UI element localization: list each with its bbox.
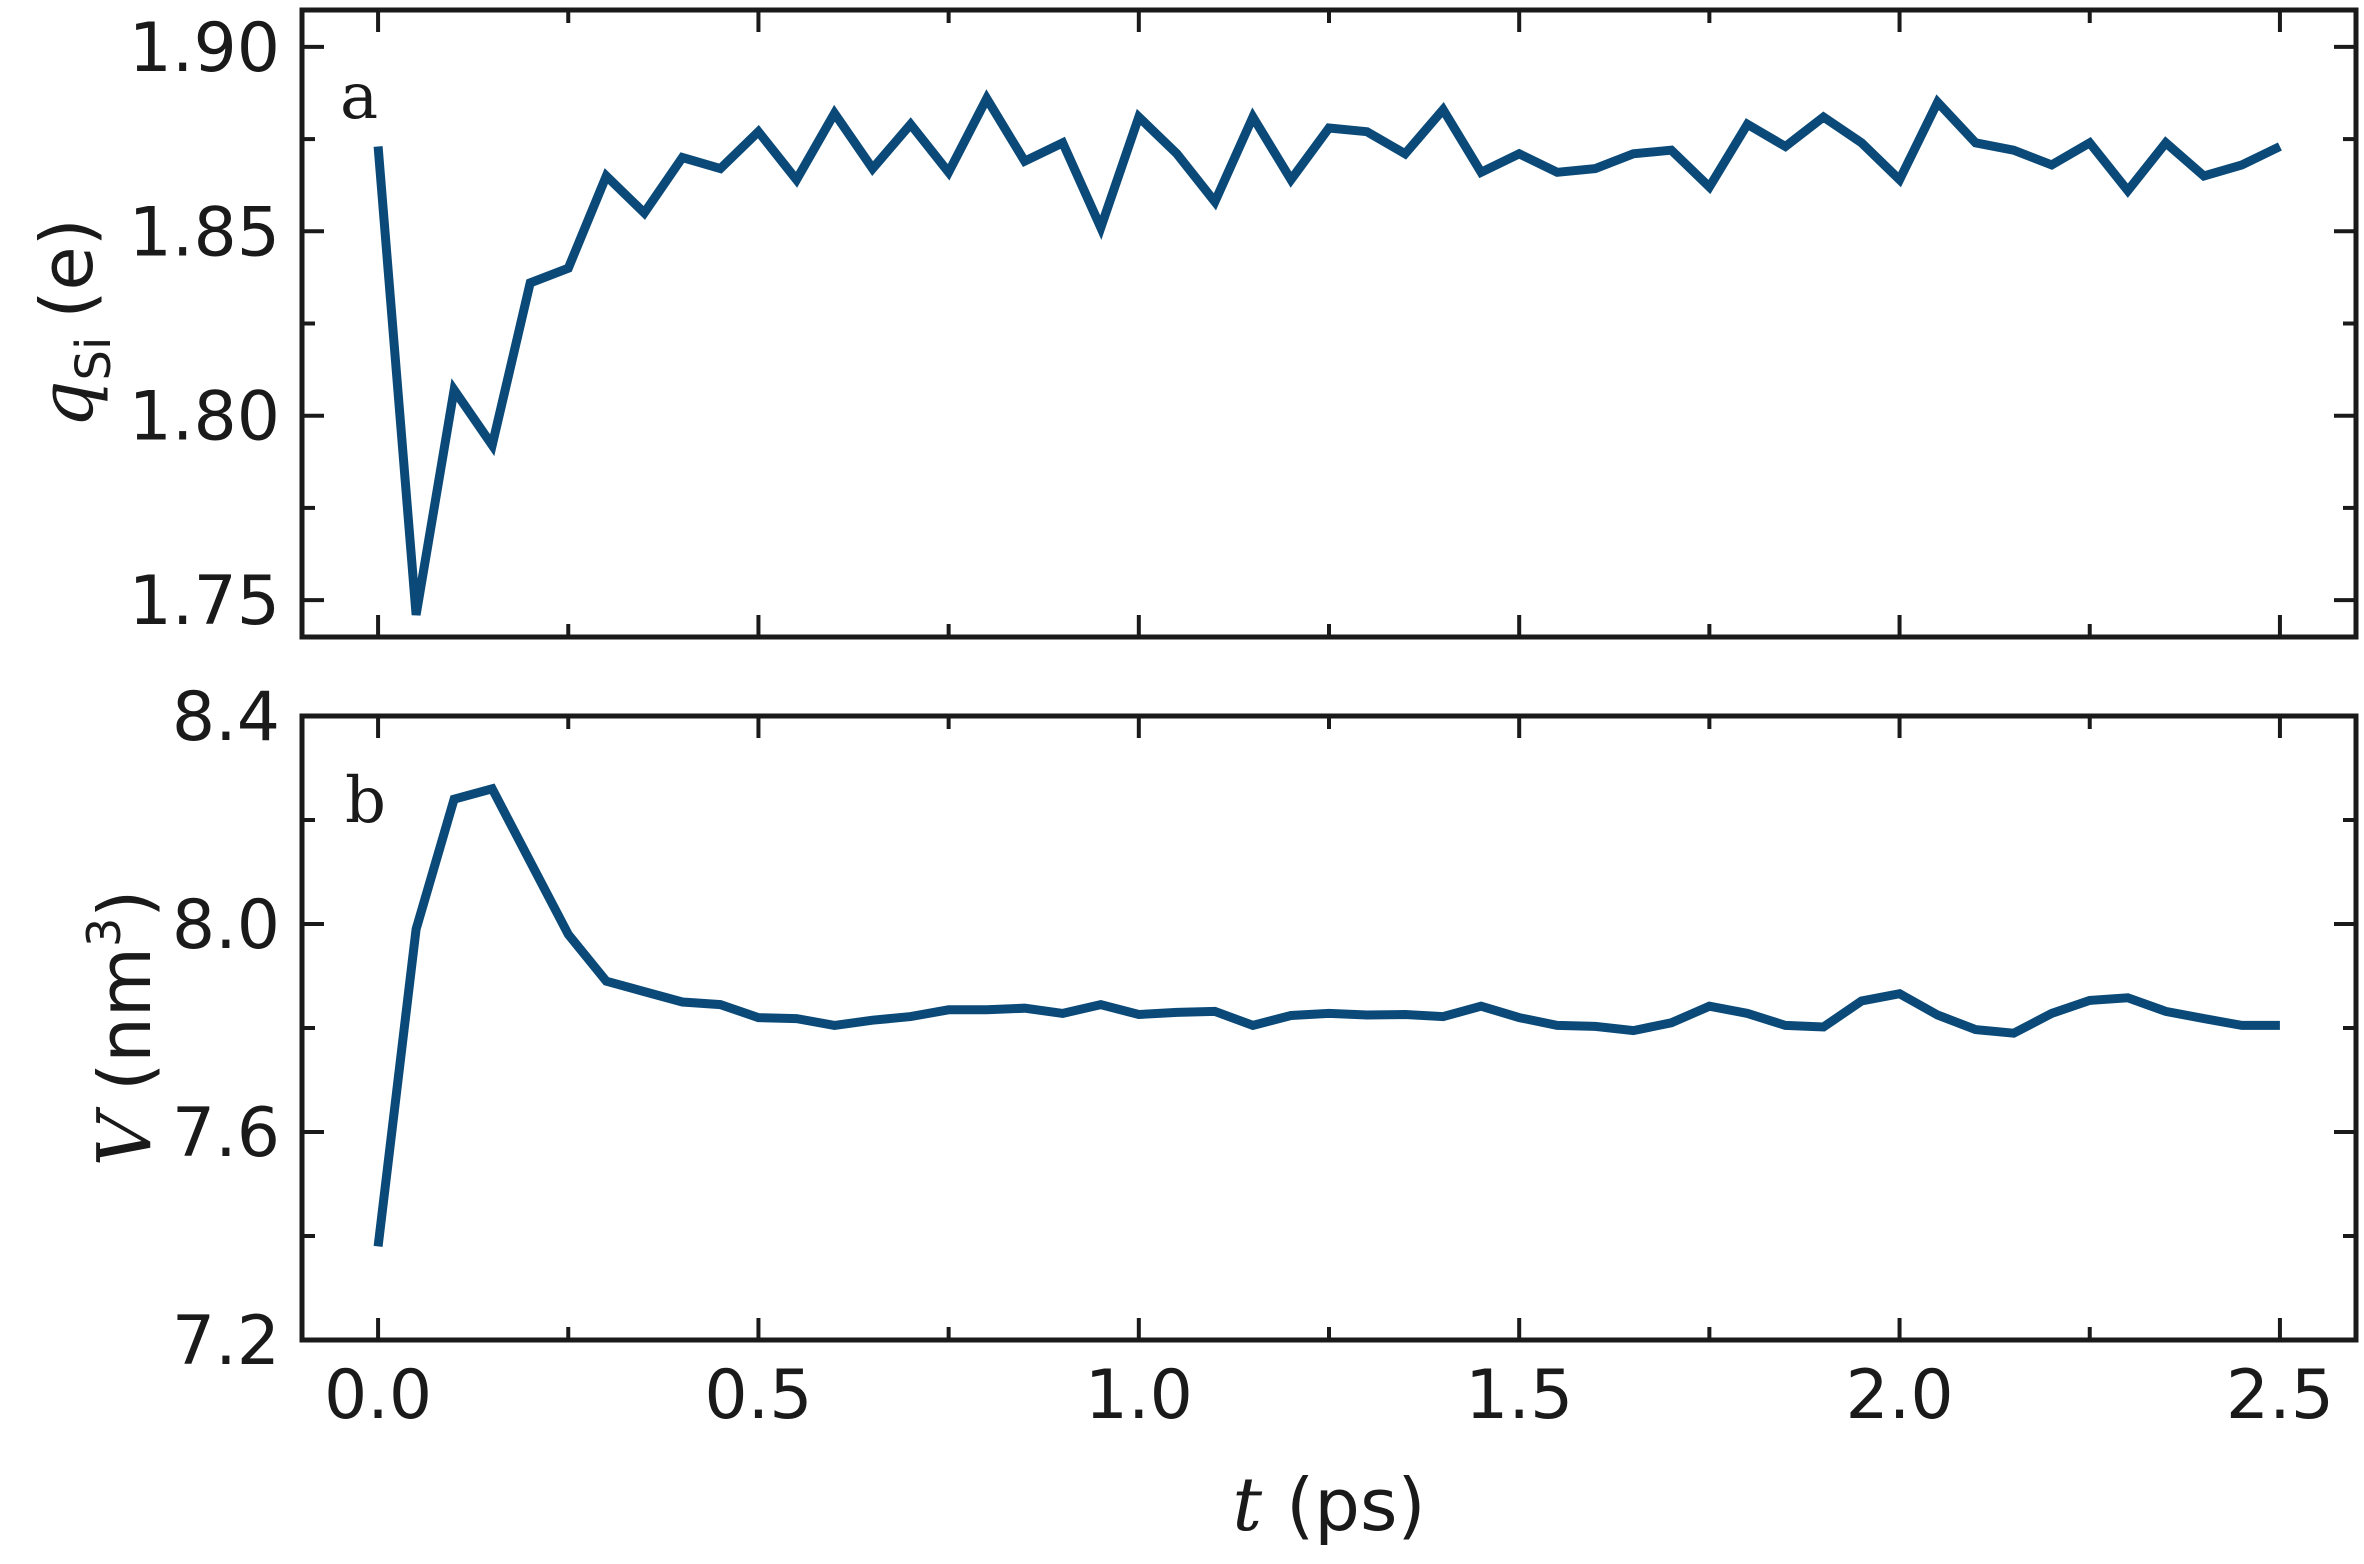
panel-b-letter: b [345,764,386,838]
panel-b-series-line [373,783,2280,1247]
y-tick-label: 1.80 [129,378,280,457]
x-tick-label: 1.5 [1465,1356,1573,1435]
panel-b-ylabel-symbol: V [82,1106,168,1166]
x-tick-label: 0.0 [324,1356,432,1435]
panel-a-ylabel-subscript: Si [66,337,122,381]
panel-b-ylabel-sup: 3 [77,918,131,947]
panel-b-ylabel-unit: (nm [83,947,167,1091]
y-tick-label: 8.4 [172,678,280,757]
panel-b-frame [299,713,2359,1343]
panel-a-ylabel-unit: (e) [25,218,109,318]
panel-a-charge: 1.75 1.80 1.85 1.90 a qSi (e) [24,7,2359,641]
y-tick-label: 7.2 [172,1302,280,1381]
x-tick-label: 1.0 [1085,1356,1193,1435]
x-axis-label: t (ps) [1232,1462,1425,1548]
panel-a-frame [299,7,2359,640]
panel-a-letter: a [340,60,378,134]
y-tick-label: 1.85 [129,193,280,272]
xlabel-unit: (ps) [1286,1463,1425,1547]
panel-a-ticks [302,10,2356,637]
x-tick-label: 2.5 [2226,1356,2334,1435]
panel-a-y-tick-labels: 1.75 1.80 1.85 1.90 [129,9,280,641]
y-tick-label: 8.0 [172,886,280,965]
y-tick-label: 7.6 [172,1094,280,1173]
panel-b-volume: 7.2 7.6 8.0 8.4 0.0 0.5 1.0 1.5 2.0 2.5 b V (nm3)… [77,678,2359,1548]
y-tick-label: 1.75 [129,562,280,641]
panel-b-x-tick-labels: 0.0 0.5 1.0 1.5 2.0 2.5 [324,1356,2334,1435]
panel-b-y-tick-labels: 7.2 7.6 8.0 8.4 [172,678,280,1381]
panel-b-ticks [302,714,2356,1342]
panel-b-ylabel-close: ) [83,890,167,918]
panel-b-y-axis-label: V (nm3) [77,890,168,1167]
panel-a-ylabel-symbol: q [24,380,110,427]
y-tick-label: 1.90 [129,9,280,88]
panel-a-series-line [373,89,2282,616]
xlabel-symbol: t [1232,1462,1262,1548]
x-tick-label: 0.5 [704,1356,812,1435]
x-tick-label: 2.0 [1845,1356,1953,1435]
panel-a-y-axis-label: qSi (e) [24,218,122,428]
